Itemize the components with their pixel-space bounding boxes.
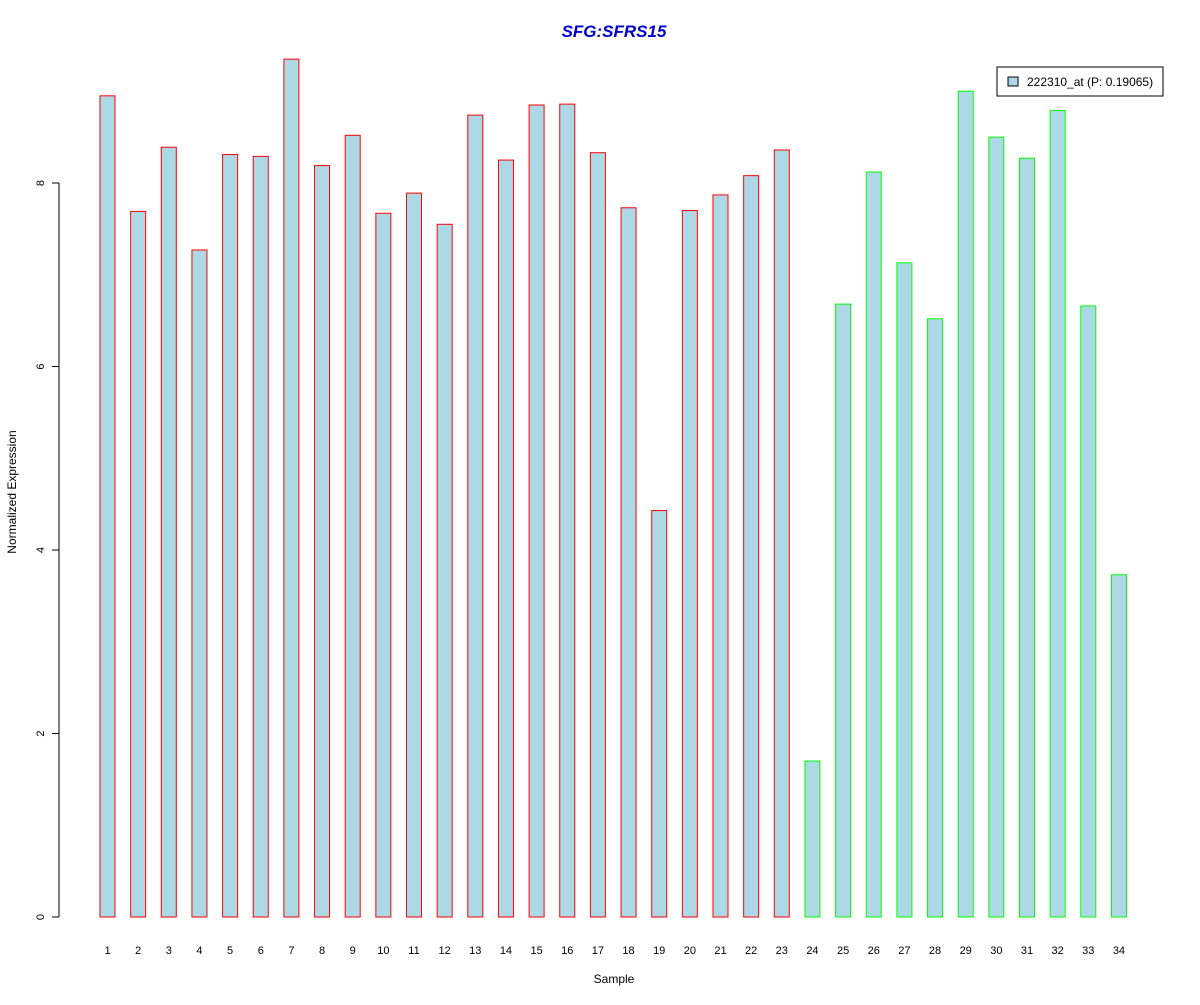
bar-sample-9 (344, 134, 361, 918)
y-tick-label: 8 (35, 180, 47, 186)
legend-label: 222310_at (P: 0.19065) (1027, 75, 1153, 89)
bar-sample-25 (835, 303, 852, 918)
bar-sample-22 (743, 175, 760, 918)
x-tick-label: 21 (714, 945, 726, 957)
x-axis-title: Sample (594, 972, 635, 986)
x-tick-labels: 1 2 3 4 5 6 7 8 9 10 11 12 13 14 15 16 17 18 19 20 21 22 23 24 2… (104, 945, 1125, 957)
bar-sample-30 (988, 136, 1005, 918)
bar-sample-17 (589, 152, 606, 918)
bar-sample-23 (773, 149, 790, 918)
x-tick-label: 22 (745, 945, 757, 957)
bar-sample-7 (283, 58, 300, 918)
bar-sample-13 (467, 114, 484, 918)
x-tick-label: 30 (990, 945, 1002, 957)
bar-sample-18 (620, 207, 637, 918)
bar-sample-24 (804, 760, 821, 918)
y-tick-label: 0 (35, 914, 47, 920)
x-tick-label: 2 (135, 945, 141, 957)
x-tick-label: 20 (684, 945, 696, 957)
x-tick-label: 26 (868, 945, 880, 957)
bar-sample-29 (957, 90, 974, 918)
bar-sample-10 (375, 212, 392, 918)
x-tick-label: 9 (350, 945, 356, 957)
x-tick-label: 33 (1082, 945, 1094, 957)
bar-sample-20 (681, 210, 698, 918)
legend-swatch (1007, 76, 1019, 87)
x-tick-label: 13 (469, 945, 481, 957)
x-tick-label: 7 (288, 945, 294, 957)
x-tick-label: 29 (960, 945, 972, 957)
bar-sample-32 (1049, 110, 1066, 918)
x-tick-label: 15 (530, 945, 542, 957)
x-tick-label: 25 (837, 945, 849, 957)
x-tick-label: 17 (592, 945, 604, 957)
y-tick-label: 2 (35, 730, 47, 736)
x-tick-label: 19 (653, 945, 665, 957)
bar-sample-6 (252, 155, 269, 918)
x-tick-label: 18 (622, 945, 634, 957)
x-tick-label: 16 (561, 945, 573, 957)
bar-sample-5 (222, 154, 239, 918)
bar-sample-19 (651, 510, 668, 918)
bar-sample-28 (927, 318, 944, 918)
bar-sample-1 (99, 95, 116, 918)
bar-sample-34 (1110, 574, 1127, 918)
bar-sample-2 (130, 210, 147, 918)
x-tick-label: 3 (166, 945, 172, 957)
bar-sample-33 (1080, 305, 1097, 918)
x-tick-label: 31 (1021, 945, 1033, 957)
legend: 222310_at (P: 0.19065) (996, 66, 1164, 97)
bar-sample-11 (406, 192, 422, 918)
bar-sample-12 (436, 223, 453, 918)
x-tick-label: 5 (227, 945, 233, 957)
bar-sample-21 (712, 194, 729, 918)
x-tick-label: 23 (776, 945, 788, 957)
x-tick-label: 12 (439, 945, 451, 957)
bar-sample-26 (865, 171, 882, 918)
x-tick-label: 27 (898, 945, 910, 957)
y-tick-label: 4 (35, 547, 47, 553)
x-tick-label: 4 (196, 945, 202, 957)
x-tick-label: 24 (806, 945, 818, 957)
x-tick-label: 6 (258, 945, 264, 957)
legend-box (996, 66, 1164, 97)
x-tick-label: 28 (929, 945, 941, 957)
bar-sample-27 (896, 262, 913, 918)
bar-sample-14 (497, 159, 514, 918)
x-tick-label: 14 (500, 945, 512, 957)
x-tick-label: 32 (1052, 945, 1064, 957)
bar-sample-8 (314, 165, 331, 918)
bar-sample-16 (559, 103, 576, 918)
y-axis-title: Normalized Expression (5, 430, 19, 553)
y-tick-label: 6 (35, 363, 47, 369)
y-axis: 0 2 4 6 8 (35, 180, 60, 920)
x-tick-label: 34 (1113, 945, 1125, 957)
x-tick-label: 10 (377, 945, 389, 957)
x-tick-label: 1 (104, 945, 110, 957)
bar-sample-31 (1019, 157, 1035, 918)
bars-group (99, 58, 1127, 918)
chart-title: SFG:SFRS15 (562, 22, 667, 41)
x-tick-label: 8 (319, 945, 325, 957)
bar-sample-15 (528, 104, 545, 918)
bar-sample-3 (160, 146, 177, 918)
bar-sample-4 (191, 249, 208, 918)
x-tick-label: 11 (408, 945, 419, 957)
